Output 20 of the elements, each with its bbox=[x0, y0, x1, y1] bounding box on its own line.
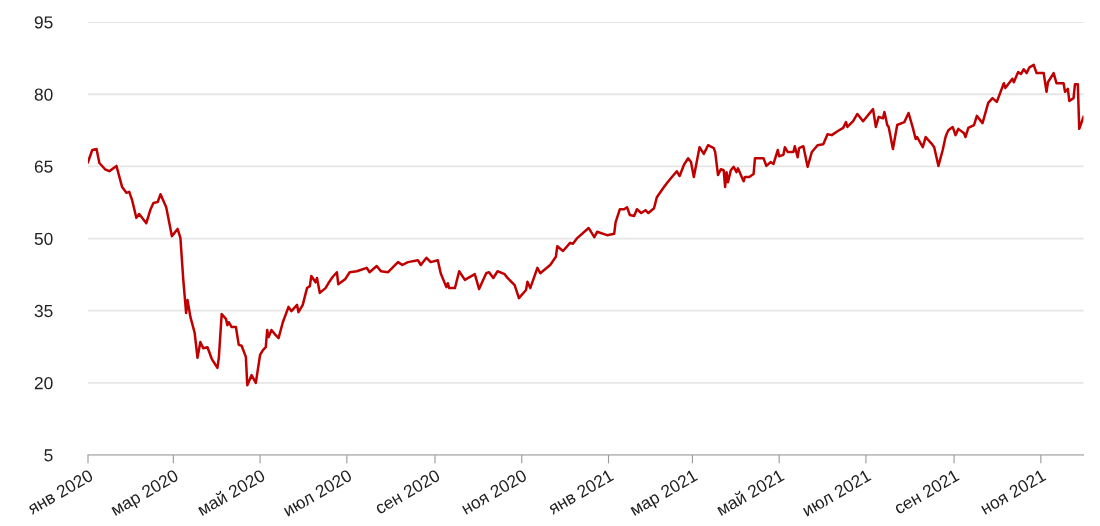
y-tick-label: 80 bbox=[34, 88, 53, 101]
x-tick-label: мар 2021 bbox=[629, 469, 700, 519]
y-tick-label: 50 bbox=[34, 232, 53, 245]
x-tick-label: сен 2021 bbox=[893, 469, 960, 515]
line-series bbox=[88, 63, 1084, 387]
x-tick-label: май 2020 bbox=[196, 468, 266, 516]
x-tick-label: ноя 2020 bbox=[460, 468, 528, 515]
x-tick-label: июл 2020 bbox=[282, 468, 353, 517]
x-tick-label: янв 2021 bbox=[546, 469, 615, 515]
y-tick-label: 95 bbox=[34, 16, 53, 29]
x-tick-label: мар 2020 bbox=[109, 468, 181, 519]
x-tick-label: май 2021 bbox=[715, 468, 785, 516]
x-tick-label: ноя 2021 bbox=[979, 469, 1047, 515]
y-tick-label: 35 bbox=[34, 304, 53, 318]
x-tick-label: сен 2020 bbox=[374, 468, 441, 515]
y-tick-label: 20 bbox=[34, 377, 53, 390]
x-tick-label: июл 2021 bbox=[801, 469, 872, 517]
y-tick-label: 65 bbox=[34, 160, 53, 173]
y-tick-label: 5 bbox=[44, 449, 53, 462]
x-tick-label: янв 2020 bbox=[26, 468, 94, 515]
